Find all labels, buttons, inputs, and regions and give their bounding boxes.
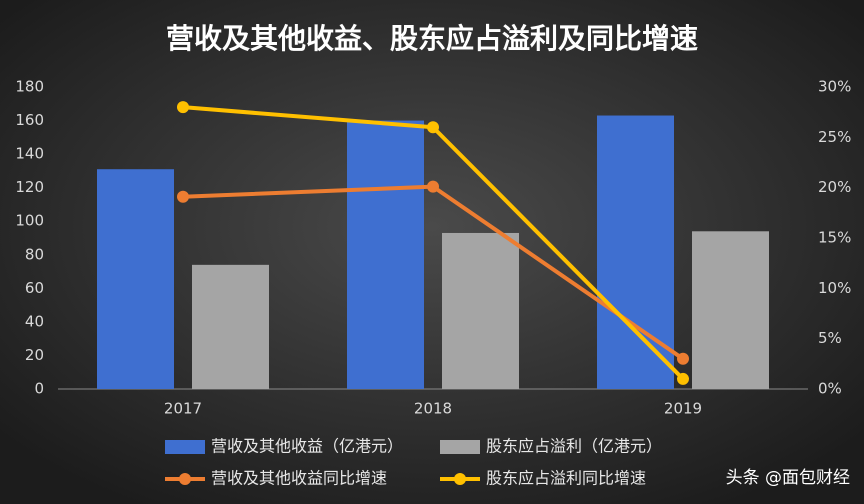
y-tick-label: 180 xyxy=(15,78,44,96)
chart-title: 营收及其他收益、股东应占溢利及同比增速 xyxy=(166,22,698,55)
y-tick-label: 60 xyxy=(25,279,44,297)
y2-tick-label: 0% xyxy=(818,380,842,398)
legend-label: 营收及其他收益（亿港元） xyxy=(211,437,403,456)
line-marker xyxy=(677,372,689,385)
bar xyxy=(347,120,424,390)
line-marker xyxy=(427,121,439,134)
y2-tick-label: 30% xyxy=(818,78,851,96)
bar xyxy=(97,169,174,389)
y-tick-label: 20 xyxy=(25,346,44,364)
y-tick-label: 140 xyxy=(15,145,44,163)
y2-tick-label: 20% xyxy=(818,178,851,196)
footer: 头条 @面包财经 xyxy=(726,468,850,488)
bar xyxy=(597,115,674,390)
y-tick-label: 40 xyxy=(25,312,44,330)
bar xyxy=(192,264,269,389)
y-tick-label: 100 xyxy=(15,212,44,230)
legend-swatch xyxy=(179,473,191,485)
line-marker xyxy=(177,190,189,203)
y-tick-label: 0 xyxy=(34,380,44,398)
line-marker xyxy=(677,352,689,365)
x-tick-label: 2017 xyxy=(164,400,202,418)
bar xyxy=(442,232,519,389)
y2-tick-label: 15% xyxy=(818,229,851,247)
bar xyxy=(692,231,769,389)
y-tick-label: 160 xyxy=(15,111,44,129)
x-tick-label: 2018 xyxy=(414,400,452,418)
legend-swatch xyxy=(454,473,466,485)
line-marker xyxy=(177,101,189,114)
y2-tick-label: 25% xyxy=(818,128,851,146)
legend-swatch xyxy=(165,440,205,454)
y-tick-label: 120 xyxy=(15,178,44,196)
legend-label: 股东应占溢利（亿港元） xyxy=(486,437,662,456)
y2-tick-label: 10% xyxy=(818,279,851,297)
y2-tick-label: 5% xyxy=(818,329,842,347)
legend-label: 股东应占溢利同比增速 xyxy=(486,469,646,488)
y-tick-label: 80 xyxy=(25,245,44,263)
legend-swatch xyxy=(440,440,480,454)
legend-label: 营收及其他收益同比增速 xyxy=(211,469,387,488)
line-marker xyxy=(427,180,439,193)
x-tick-label: 2019 xyxy=(664,400,702,418)
